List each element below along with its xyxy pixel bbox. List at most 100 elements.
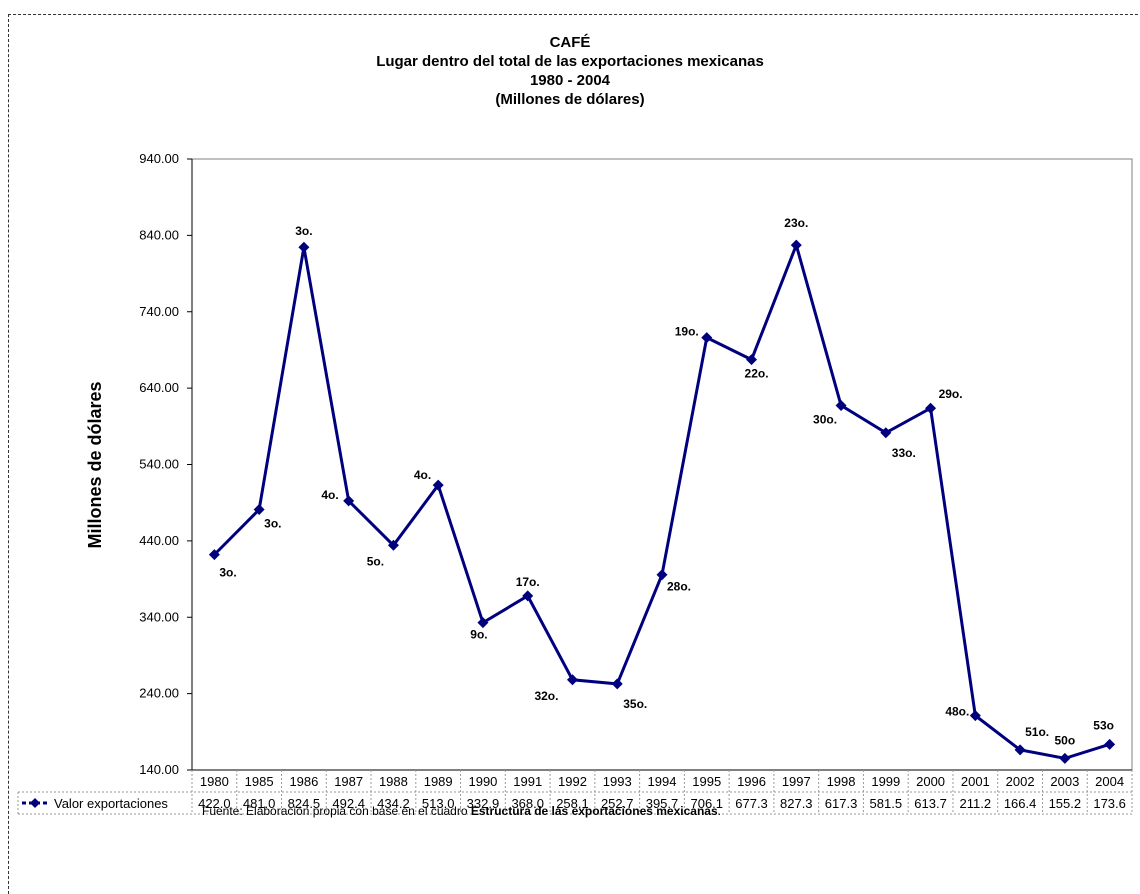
source-bold: Estructura de las exportaciones mexicana… [470, 804, 718, 818]
x-tick-label: 1988 [379, 774, 408, 789]
table-value: 677.3 [735, 796, 768, 811]
data-label: 17o. [516, 575, 540, 589]
chart-titles: CAFÉ Lugar dentro del total de las expor… [0, 33, 1140, 109]
y-tick-label: 240.00 [139, 686, 179, 701]
source-prefix: Fuente: Elaboración propia con base en e… [202, 804, 471, 818]
table-value: 613.7 [914, 796, 947, 811]
x-tick-label: 1995 [692, 774, 721, 789]
data-label: 30o. [813, 412, 837, 426]
table-value: 513.0 [422, 796, 455, 811]
x-tick-label: 1985 [245, 774, 274, 789]
table-value: 581.5 [870, 796, 903, 811]
x-tick-label: 1987 [334, 774, 363, 789]
data-point-marker [790, 239, 802, 251]
table-value: 332.9 [467, 796, 500, 811]
data-label: 32o. [534, 689, 558, 703]
data-point-marker [522, 590, 534, 602]
x-tick-label: 1980 [200, 774, 229, 789]
data-point-marker [208, 549, 220, 561]
data-point-marker [387, 539, 399, 551]
table-value: 395.7 [646, 796, 679, 811]
x-tick-label: 1991 [513, 774, 542, 789]
data-point-marker [1059, 752, 1071, 764]
table-value: 481.0 [243, 796, 276, 811]
data-label: 48o. [945, 705, 969, 719]
y-axis-label: Millones de dólares [85, 381, 105, 548]
data-label: 51o. [1025, 725, 1049, 739]
y-tick-label: 940.00 [139, 151, 179, 166]
data-label: 3o. [295, 224, 312, 238]
chart-subtitle-2: 1980 - 2004 [529, 72, 611, 89]
table-value: 173.6 [1093, 796, 1126, 811]
x-tick-label: 1986 [289, 774, 318, 789]
data-label: 22o. [745, 367, 769, 381]
x-tick-label: 1998 [827, 774, 856, 789]
data-point-marker [253, 504, 265, 516]
data-point-marker [880, 427, 892, 439]
source-note: Fuente: Elaboración propia con base en e… [202, 804, 721, 818]
x-tick-label: 1989 [424, 774, 453, 789]
data-point-marker [656, 569, 668, 581]
data-point-marker [298, 241, 310, 253]
data-point-marker [343, 495, 355, 507]
chart-subtitle-1: Lugar dentro del total de las exportacio… [376, 53, 764, 70]
x-tick-label: 1990 [468, 774, 497, 789]
data-label: 50o [1055, 733, 1076, 747]
y-tick-label: 840.00 [139, 227, 179, 242]
source-suffix: . [717, 804, 721, 818]
data-label: 3o. [219, 566, 236, 580]
table-value: 252.7 [601, 796, 634, 811]
data-label: 29o. [939, 387, 963, 401]
legend-key-marker [30, 798, 40, 808]
data-label: 33o. [892, 446, 916, 460]
data-table: 1980 1985 1986 1987 1988 1989 1990 1991 1992 1993… [17, 769, 1133, 815]
data-point-marker [1014, 744, 1026, 756]
table-value: 492.4 [332, 796, 365, 811]
plot-area [191, 158, 1133, 771]
x-tick-label: 2000 [916, 774, 945, 789]
data-label: 35o. [623, 697, 647, 711]
y-tick-label: 640.00 [139, 380, 179, 395]
data-label: 9o. [470, 628, 487, 642]
data-point-marker [432, 479, 444, 491]
table-value: 824.5 [288, 796, 321, 811]
x-tick-label: 2001 [961, 774, 990, 789]
x-tick-label: 2003 [1050, 774, 1079, 789]
table-value: 827.3 [780, 796, 813, 811]
table-value: 211.2 [960, 796, 992, 811]
table-value: 166.4 [1004, 796, 1037, 811]
chart-title: CAFÉ [549, 34, 591, 51]
data-label: 19o. [675, 325, 699, 339]
data-point-marker [1104, 738, 1116, 750]
plot-border [191, 158, 1133, 771]
y-axis: 940.00 840.00 740.00 640.00 540.00 440.00 340.… [139, 151, 193, 777]
data-label: 53o [1093, 718, 1114, 732]
table-value: 368.0 [511, 796, 544, 811]
table-value: 155.2 [1049, 796, 1082, 811]
x-tick-label: 1992 [558, 774, 587, 789]
y-tick-label: 740.00 [139, 304, 179, 319]
table-value: 434.2 [377, 796, 410, 811]
table-value: 258.1 [556, 796, 589, 811]
data-point-marker [701, 332, 713, 344]
x-tick-label: 2002 [1006, 774, 1035, 789]
data-point-marker [835, 399, 847, 411]
y-tick-label: 440.00 [139, 533, 179, 548]
x-tick-label: 1994 [648, 774, 677, 789]
data-point-marker [925, 402, 937, 414]
y-tick-label: 540.00 [139, 457, 179, 472]
x-tick-label: 2004 [1095, 774, 1124, 789]
x-tick-label: 1996 [737, 774, 766, 789]
data-label: 4o. [321, 488, 338, 502]
x-tick-label: 1993 [603, 774, 632, 789]
data-point-marker [969, 710, 981, 722]
x-tick-label: 1999 [871, 774, 900, 789]
x-tick-label: 1997 [782, 774, 811, 789]
data-point-marker [611, 678, 623, 690]
data-point-marker [477, 617, 489, 629]
data-label: 23o. [784, 216, 808, 230]
data-label: 28o. [667, 580, 691, 594]
data-label: 3o. [264, 517, 281, 531]
chart-subtitle-3: (Millones de dólares) [495, 91, 645, 108]
